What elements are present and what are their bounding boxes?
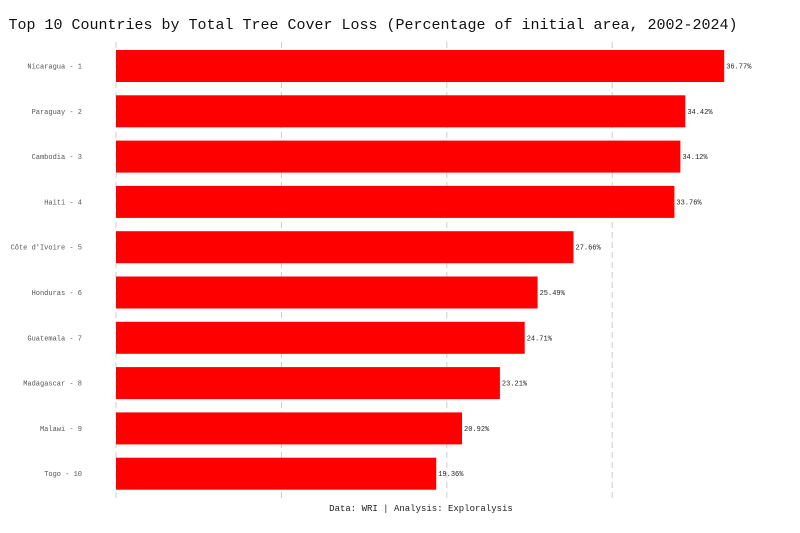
category-label-2: Paraguay - 2 [32,109,82,117]
value-label-4: 33.76% [676,199,702,207]
category-label-8: Madagascar - 8 [23,381,82,389]
bars [116,50,725,490]
chart-caption: Data: WRI | Analysis: Exploralysis [329,504,513,514]
bar-10 [116,457,437,490]
category-label-6: Honduras - 6 [32,290,82,298]
bar-3 [116,140,681,173]
value-label-9: 20.92% [464,426,490,434]
bar-5 [116,231,574,264]
bar-1 [116,50,725,82]
category-label-1: Nicaragua - 1 [27,64,82,72]
category-label-4: Haiti - 4 [44,199,82,207]
value-label-5: 27.66% [576,245,602,253]
value-label-3: 34.12% [682,154,708,162]
category-label-10: Togo - 10 [44,471,82,479]
bar-7 [116,321,525,354]
bar-8 [116,367,500,400]
bar-4 [116,185,675,218]
category-labels: Nicaragua - 1 Paraguay - 2 Cambodia - 3 Hai… [11,64,82,480]
category-label-3: Cambodia - 3 [32,154,82,162]
category-label-9: Malawi - 9 [40,426,82,434]
value-label-7: 24.71% [527,335,553,343]
value-label-10: 19.36% [438,471,464,479]
chart-title: Top 10 Countries by Total Tree Cover Los… [8,17,737,34]
value-labels: 36.77% 34.42% 34.12% 33.76% 27.66% 25.49% 24.7… [438,64,752,480]
category-label-5: Côte d'Ivoire - 5 [11,245,82,253]
value-label-2: 34.42% [687,109,713,117]
bar-9 [116,412,463,445]
bar-2 [116,95,686,128]
category-label-7: Guatemala - 7 [27,335,82,343]
value-label-6: 25.49% [540,290,566,298]
value-label-1: 36.77% [726,64,752,72]
value-label-8: 23.21% [502,381,528,389]
bar-6 [116,276,538,309]
